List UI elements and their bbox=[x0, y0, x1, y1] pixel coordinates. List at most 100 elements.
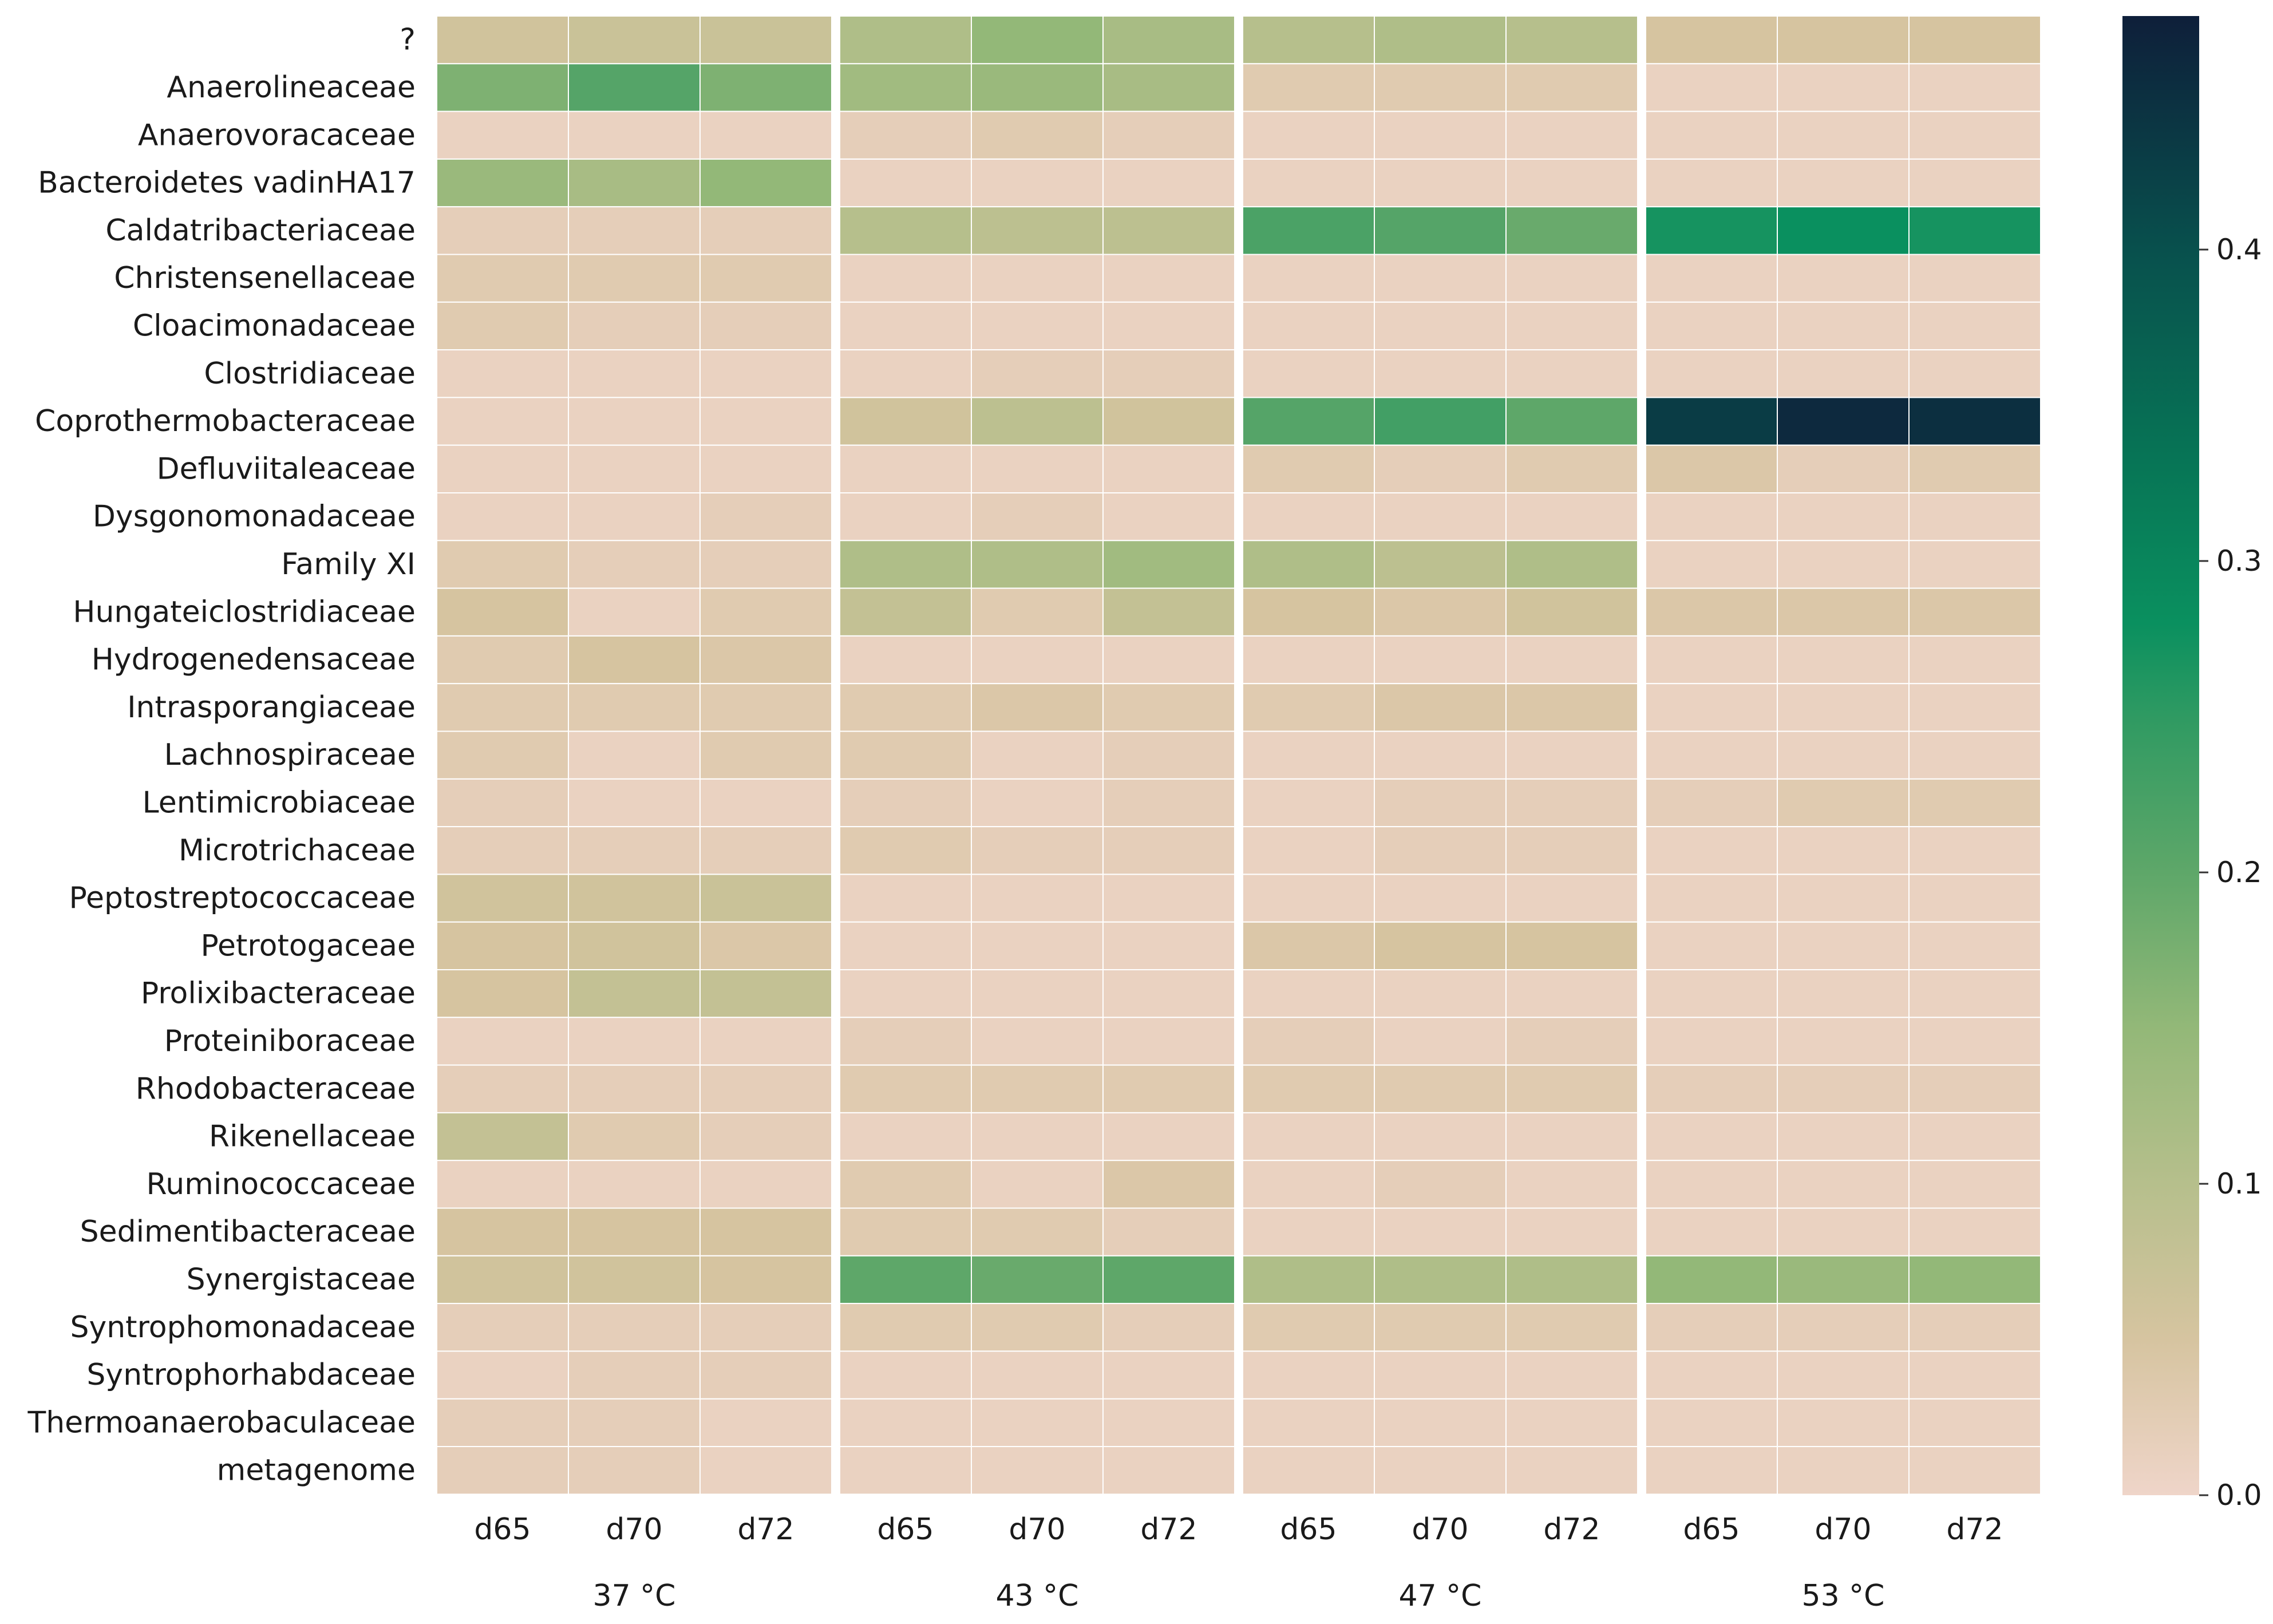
heatmap-cell bbox=[699, 397, 832, 446]
heatmap-cell bbox=[839, 349, 972, 398]
heatmap-cell bbox=[1505, 683, 1638, 732]
heatmap-cell bbox=[1908, 206, 2041, 255]
row-label: Prolixibacteraceae bbox=[141, 977, 416, 1011]
heatmap-cell bbox=[839, 492, 972, 542]
heatmap-cell bbox=[839, 15, 972, 65]
row-label: Synergistaceae bbox=[187, 1262, 416, 1297]
heatmap-cell bbox=[1645, 301, 1778, 351]
heatmap-cell bbox=[1777, 540, 1910, 589]
heatmap-cell bbox=[1102, 63, 1235, 112]
heatmap-cell bbox=[1374, 874, 1507, 923]
heatmap-cell bbox=[436, 1064, 569, 1113]
heatmap-cell bbox=[1102, 1207, 1235, 1256]
heatmap-cell bbox=[1908, 921, 2041, 970]
heatmap-cell bbox=[1505, 492, 1638, 542]
heatmap-cell bbox=[1908, 301, 2041, 351]
heatmap-cell bbox=[1374, 778, 1507, 828]
heatmap-cell bbox=[699, 1064, 832, 1113]
heatmap-cell bbox=[1505, 254, 1638, 303]
heatmap-cell bbox=[568, 778, 701, 828]
heatmap-cell bbox=[1102, 730, 1235, 780]
heatmap-cell bbox=[839, 1303, 972, 1352]
heatmap-cell bbox=[1374, 15, 1507, 65]
group-label: 47 °C bbox=[1398, 1579, 1481, 1613]
heatmap-cell bbox=[1242, 1064, 1375, 1113]
heatmap-cell bbox=[1777, 1017, 1910, 1066]
heatmap-cell bbox=[971, 874, 1104, 923]
heatmap-cell bbox=[1242, 397, 1375, 446]
heatmap-cell bbox=[436, 540, 569, 589]
heatmap-cell bbox=[1102, 874, 1235, 923]
heatmap-cell bbox=[839, 540, 972, 589]
heatmap-cell bbox=[971, 1112, 1104, 1161]
heatmap-cell bbox=[1102, 349, 1235, 398]
heatmap-cell bbox=[971, 540, 1104, 589]
heatmap-cell bbox=[971, 1303, 1104, 1352]
heatmap-cell bbox=[1645, 158, 1778, 208]
heatmap-cell bbox=[1505, 1064, 1638, 1113]
heatmap-cell bbox=[1645, 1446, 1778, 1495]
heatmap-cell bbox=[1102, 444, 1235, 494]
heatmap-cell bbox=[971, 206, 1104, 255]
heatmap-cell bbox=[839, 110, 972, 160]
heatmap-cell bbox=[1505, 301, 1638, 351]
heatmap-cell bbox=[1242, 683, 1375, 732]
heatmap-cell bbox=[1374, 1446, 1507, 1495]
heatmap-cell bbox=[1242, 1207, 1375, 1256]
heatmap-cell bbox=[839, 1446, 972, 1495]
heatmap-cell bbox=[1374, 301, 1507, 351]
heatmap-cell bbox=[839, 444, 972, 494]
heatmap-cell bbox=[1374, 492, 1507, 542]
heatmap-cell bbox=[1102, 1255, 1235, 1305]
heatmap-cell bbox=[1102, 921, 1235, 970]
heatmap-cell bbox=[1505, 1255, 1638, 1305]
heatmap-cell bbox=[971, 444, 1104, 494]
heatmap-cell bbox=[1908, 969, 2041, 1018]
heatmap-cell bbox=[1242, 1255, 1375, 1305]
heatmap-cell bbox=[1242, 444, 1375, 494]
heatmap-cell bbox=[436, 969, 569, 1018]
heatmap-cell bbox=[1908, 15, 2041, 65]
group-separator bbox=[1638, 16, 1646, 1495]
heatmap-cell bbox=[1242, 587, 1375, 637]
row-label: Defluviitaleaceae bbox=[157, 452, 416, 486]
heatmap-cell bbox=[1374, 587, 1507, 637]
group-labels: 37 °C 43 °C 47 °C 53 °C bbox=[592, 1579, 1884, 1613]
heatmap-cell bbox=[839, 1064, 972, 1113]
heatmap-cell bbox=[568, 921, 701, 970]
heatmap-cell bbox=[1102, 492, 1235, 542]
heatmap-cell bbox=[568, 826, 701, 875]
heatmap-cell bbox=[839, 874, 972, 923]
row-label: Peptostreptococcaceae bbox=[69, 881, 416, 915]
column-label: d65 bbox=[1280, 1512, 1337, 1547]
heatmap-cell bbox=[699, 1207, 832, 1256]
heatmap-cell bbox=[1102, 1160, 1235, 1209]
heatmap-cell bbox=[1645, 540, 1778, 589]
heatmap-cell bbox=[568, 110, 701, 160]
heatmap-cell bbox=[1374, 1398, 1507, 1447]
heatmap-cell bbox=[699, 874, 832, 923]
heatmap-cell bbox=[1777, 15, 1910, 65]
heatmap-cell bbox=[1777, 63, 1910, 112]
heatmap-cell bbox=[839, 587, 972, 637]
heatmap-cell bbox=[1374, 444, 1507, 494]
heatmap-cell bbox=[1374, 158, 1507, 208]
heatmap-cell bbox=[971, 1160, 1104, 1209]
heatmap-cell bbox=[699, 492, 832, 542]
heatmap-cell bbox=[1102, 826, 1235, 875]
heatmap-cell bbox=[1102, 1112, 1235, 1161]
heatmap-cell bbox=[1777, 301, 1910, 351]
heatmap-cell bbox=[568, 63, 701, 112]
heatmap-cell bbox=[699, 63, 832, 112]
heatmap-cell bbox=[568, 349, 701, 398]
heatmap-cell bbox=[1908, 540, 2041, 589]
heatmap-cell bbox=[699, 1398, 832, 1447]
heatmap-cell bbox=[1908, 254, 2041, 303]
heatmap-cell bbox=[971, 635, 1104, 685]
heatmap-cell bbox=[1242, 540, 1375, 589]
heatmap-cell bbox=[971, 587, 1104, 637]
column-label: d72 bbox=[1543, 1512, 1600, 1547]
heatmap-cell bbox=[1777, 1350, 1910, 1400]
heatmap-cell bbox=[699, 778, 832, 828]
heatmap-cell bbox=[1242, 15, 1375, 65]
